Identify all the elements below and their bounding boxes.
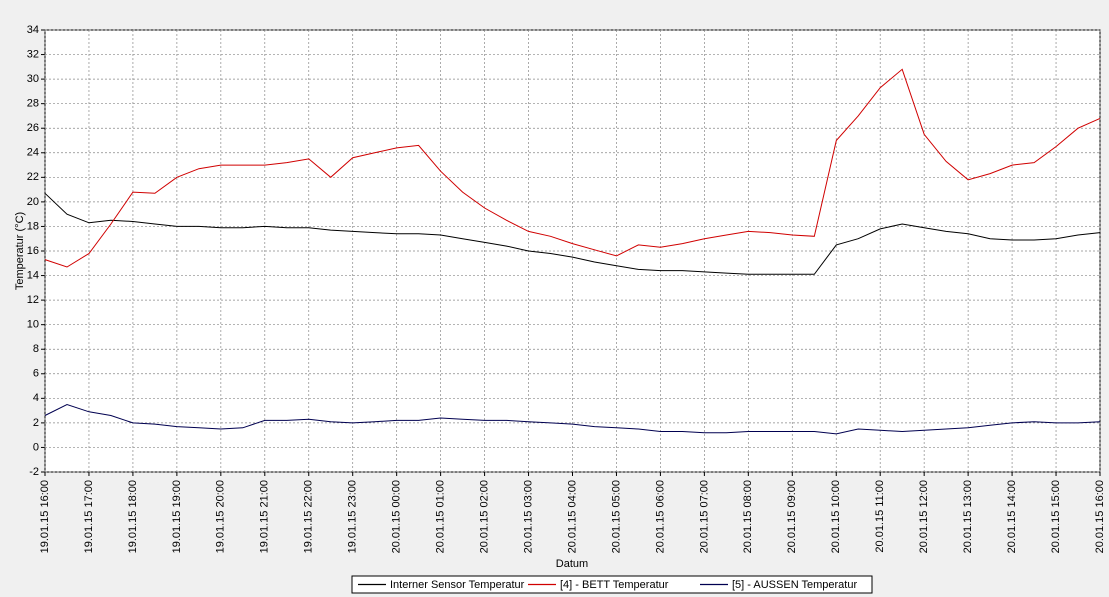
x-tick-label: 19.01.15 22:00 (303, 480, 315, 553)
y-tick-label: 22 (27, 171, 39, 183)
y-tick-label: 8 (33, 343, 39, 355)
y-tick-label: -2 (29, 466, 39, 478)
y-tick-label: 4 (33, 392, 39, 404)
x-tick-label: 20.01.15 14:00 (1006, 480, 1018, 553)
x-tick-label: 20.01.15 10:00 (830, 480, 842, 553)
legend (351, 575, 873, 594)
y-tick-label: 6 (33, 368, 39, 380)
x-tick-label: 20.01.15 15:00 (1050, 480, 1062, 553)
x-tick-label: 20.01.15 11:00 (874, 480, 886, 553)
y-tick-label: 10 (27, 319, 39, 331)
x-tick-label: 20.01.15 05:00 (610, 480, 622, 553)
y-tick-label: 28 (27, 98, 39, 110)
x-axis-label: Datum (556, 558, 588, 570)
x-tick-label: 19.01.15 20:00 (215, 480, 227, 553)
y-axis-label: Temperatur (°C) (14, 212, 26, 290)
x-tick-label: 20.01.15 00:00 (391, 480, 403, 553)
y-tick-label: 16 (27, 245, 39, 257)
y-tick-label: 0 (33, 441, 39, 453)
y-tick-label: 2 (33, 417, 39, 429)
series-line (44, 68, 1101, 268)
legend-label: [5] - AUSSEN Temperatur (732, 579, 857, 591)
x-tick-label: 20.01.15 13:00 (962, 480, 974, 553)
series-line (44, 403, 1101, 435)
x-tick-label: 20.01.15 06:00 (654, 480, 666, 553)
x-tick-label: 19.01.15 23:00 (347, 480, 359, 553)
x-tick-label: 19.01.15 21:00 (259, 480, 271, 553)
x-tick-label: 20.01.15 02:00 (478, 480, 490, 553)
y-tick-label: 34 (27, 24, 39, 36)
x-tick-label: 19.01.15 19:00 (171, 480, 183, 553)
x-tick-label: 20.01.15 12:00 (918, 480, 930, 553)
x-tick-label: 20.01.15 08:00 (742, 480, 754, 553)
y-tick-label: 30 (27, 73, 39, 85)
legend-label: Interner Sensor Temperatur (390, 579, 525, 591)
y-tick-label: 32 (27, 48, 39, 60)
y-tick-label: 18 (27, 220, 39, 232)
x-tick-label: 20.01.15 03:00 (522, 480, 534, 553)
x-tick-label: 19.01.15 16:00 (39, 480, 51, 553)
x-tick-label: 20.01.15 16:00 (1094, 480, 1106, 553)
series-line (44, 192, 1101, 275)
y-tick-label: 26 (27, 122, 39, 134)
x-tick-label: 20.01.15 07:00 (698, 480, 710, 553)
legend-label: [4] - BETT Temperatur (560, 579, 669, 591)
x-tick-label: 20.01.15 09:00 (786, 480, 798, 553)
x-tick-label: 19.01.15 18:00 (127, 480, 139, 553)
x-tick-label: 20.01.15 04:00 (566, 480, 578, 553)
y-tick-label: 12 (27, 294, 39, 306)
y-tick-label: 14 (27, 269, 39, 281)
y-tick-label: 24 (27, 147, 39, 159)
x-tick-label: 20.01.15 01:00 (435, 480, 447, 553)
x-tick-label: 19.01.15 17:00 (83, 480, 95, 553)
y-tick-label: 20 (27, 196, 39, 208)
